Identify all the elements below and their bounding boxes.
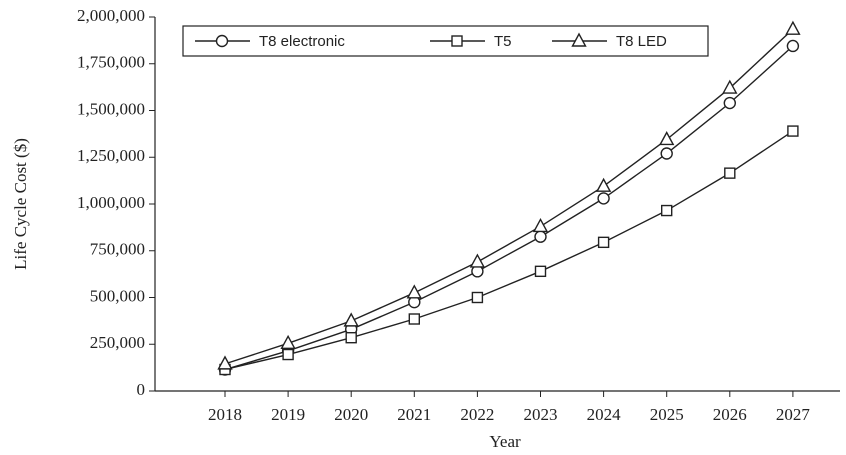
marker: [597, 192, 610, 205]
marker: [343, 312, 359, 327]
legend-marker: [215, 34, 229, 48]
legend-marker: [571, 32, 587, 47]
y-axis-label: Life Cycle Cost ($): [11, 138, 30, 270]
y-tick-label: 1,000,000: [77, 193, 145, 212]
legend-marker: [451, 35, 463, 47]
y-tick-label: 250,000: [90, 333, 145, 352]
marker: [217, 355, 233, 370]
y-tick-label: 0: [137, 380, 146, 399]
marker: [406, 284, 422, 299]
series-line: [224, 28, 794, 365]
legend-label: T8 LED: [616, 33, 667, 50]
legend: T8 electronic T5 T8 LED: [182, 25, 709, 57]
marker: [471, 291, 484, 304]
marker: [408, 313, 420, 325]
y-tick-label: 1,250,000: [77, 146, 145, 165]
marker: [597, 236, 610, 249]
y-tick-label: 500,000: [90, 286, 145, 305]
x-tick-label: 2021: [397, 405, 431, 424]
x-tick-label: 2018: [208, 405, 242, 424]
series-line: [224, 130, 794, 371]
marker: [532, 217, 549, 233]
marker: [595, 177, 612, 192]
y-tick-label: 1,750,000: [77, 53, 145, 72]
x-tick-label: 2023: [524, 405, 558, 424]
y-tick-label: 750,000: [90, 240, 145, 259]
x-tick-label: 2020: [334, 405, 368, 424]
marker: [280, 334, 296, 350]
marker: [345, 332, 357, 344]
marker: [785, 20, 801, 35]
marker: [661, 204, 673, 217]
x-tick-label: 2025: [650, 405, 684, 424]
marker: [723, 96, 736, 110]
marker: [787, 125, 799, 137]
marker: [724, 167, 736, 179]
x-tick-label: 2022: [460, 405, 494, 424]
legend-label: T5: [494, 33, 512, 50]
x-axis-label: Year: [489, 432, 521, 451]
x-tick-label: 2019: [271, 405, 305, 424]
marker: [534, 265, 547, 278]
series-line: [224, 45, 794, 371]
marker: [786, 39, 800, 53]
y-tick-label: 1,500,000: [77, 99, 145, 118]
y-tick-label: 2,000,000: [77, 6, 145, 25]
marker: [469, 253, 486, 268]
legend-label: T8 electronic: [259, 33, 345, 50]
x-tick-label: 2026: [713, 405, 747, 424]
marker: [659, 131, 675, 146]
marker: [282, 348, 294, 361]
marker: [660, 147, 673, 160]
marker: [722, 79, 738, 94]
x-tick-label: 2024: [587, 405, 622, 424]
marker: [534, 230, 547, 243]
x-tick-label: 2027: [776, 405, 811, 424]
